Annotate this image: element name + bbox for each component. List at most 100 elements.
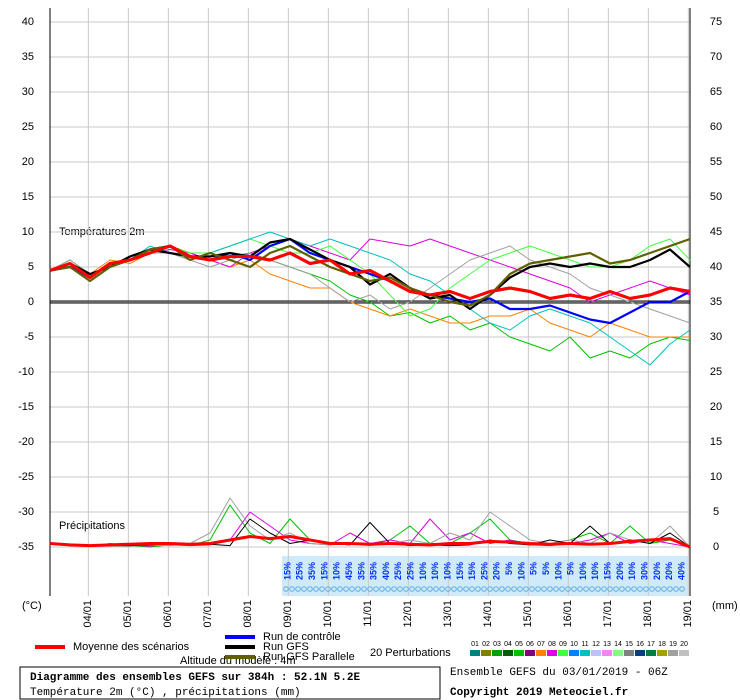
y2-tick-label: 10: [710, 471, 722, 483]
snow-percent: 10%: [442, 562, 452, 580]
temp-line: [49, 244, 691, 300]
snowflake: [505, 586, 511, 592]
x-tick-label: 16/01: [562, 600, 574, 628]
perturbation-label: 02: [482, 641, 490, 648]
y2-tick-label: 45: [710, 226, 722, 238]
snowflake: [331, 586, 337, 592]
snowflake: [517, 586, 523, 592]
x-tick-label: 11/01: [362, 600, 374, 627]
y2-tick-label: 5: [713, 506, 719, 518]
snow-percent: 25%: [393, 562, 403, 580]
perturbation-label: 12: [592, 641, 600, 648]
x-tick-label: 04/01: [82, 600, 94, 628]
y2-tick-label: 20: [710, 401, 722, 413]
snow-percent: 20%: [492, 562, 502, 580]
snowflake: [361, 586, 367, 592]
perturbation-label: 01: [471, 641, 479, 648]
snow-percent: 10%: [332, 562, 342, 580]
snowflake: [535, 586, 541, 592]
snowflake: [565, 586, 571, 592]
snow-percent: 5%: [566, 562, 576, 575]
snowflake: [427, 586, 433, 592]
perturbation-swatch: [635, 650, 645, 656]
snow-percent: 10%: [430, 562, 440, 580]
legend-label: Run de contrôle: [263, 631, 341, 643]
x-tick-label: 12/01: [402, 600, 414, 628]
snowflake: [319, 586, 325, 592]
snowflake: [589, 586, 595, 592]
snow-percent: 10%: [590, 562, 600, 580]
snowflake: [553, 586, 559, 592]
snowflake: [451, 586, 457, 592]
snow-percent: 30%: [639, 562, 649, 580]
snow-percent: 40%: [381, 562, 391, 580]
perturbation-swatch: [547, 650, 557, 656]
perturbation-label: 11: [581, 641, 588, 648]
snow-percent: 10%: [418, 562, 428, 580]
snowflake: [571, 586, 577, 592]
y2-tick-label: 70: [710, 51, 722, 63]
snowflake: [481, 586, 487, 592]
perturbation-swatch: [591, 650, 601, 656]
snowflake: [475, 586, 481, 592]
x-tick-label: 13/01: [442, 600, 454, 628]
snowflake: [541, 586, 547, 592]
y-tick-label: 25: [22, 121, 34, 133]
snowflake: [613, 586, 619, 592]
perturbation-swatch: [481, 650, 491, 656]
snow-percent: 5%: [529, 562, 539, 575]
y-tick-label: -30: [18, 506, 34, 518]
snowflake: [463, 586, 469, 592]
precip-label: Précipitations: [59, 520, 126, 532]
snowflake: [511, 586, 517, 592]
snow-percent: 35%: [307, 562, 317, 580]
snowflake: [637, 586, 643, 592]
snowflake: [355, 586, 361, 592]
snowflake: [583, 586, 589, 592]
perturbation-label: 06: [526, 641, 534, 648]
perturbation-swatch: [668, 650, 678, 656]
snow-percent: 35%: [369, 562, 379, 580]
y-tick-label: -20: [18, 436, 34, 448]
snowflake: [337, 586, 343, 592]
snowflake: [325, 586, 331, 592]
snowflake: [391, 586, 397, 592]
y-tick-label: 20: [22, 156, 34, 168]
snowflake: [385, 586, 391, 592]
y-tick-label: 5: [28, 261, 34, 273]
footer-subtitle: Température 2m (°C) , précipitations (mm…: [30, 687, 301, 699]
y2-tick-label: 75: [710, 16, 722, 28]
snowflake: [295, 586, 301, 592]
snowflake: [289, 586, 295, 592]
snow-percent: 25%: [295, 562, 305, 580]
perturbation-label: 04: [504, 641, 512, 648]
perturbation-swatch: [646, 650, 656, 656]
snowflake: [415, 586, 421, 592]
y-tick-label: -15: [18, 401, 34, 413]
snowflake: [547, 586, 553, 592]
y-tick-label: 10: [22, 226, 34, 238]
snowflake: [487, 586, 493, 592]
perturbation-label: 16: [636, 641, 644, 648]
x-tick-label: 06/01: [162, 600, 174, 628]
y2-tick-label: 55: [710, 156, 722, 168]
snow-percent: 15%: [282, 562, 292, 580]
legend-label: Run GFS Parallele: [263, 651, 355, 663]
snowflake: [601, 586, 607, 592]
y-tick-label: -5: [24, 331, 34, 343]
x-tick-label: 10/01: [322, 600, 334, 628]
snow-percent: 35%: [356, 562, 366, 580]
perturbation-label: 17: [647, 641, 655, 648]
y-tick-label: 0: [28, 296, 34, 308]
x-tick-label: 05/01: [122, 600, 134, 628]
perturbation-label: 18: [658, 641, 666, 648]
temp-line: [49, 245, 691, 324]
perturbation-label: 20: [680, 641, 688, 648]
snow-percent: 10%: [516, 562, 526, 580]
snowflake: [301, 586, 307, 592]
altitude: Altitude du modèle : 4m: [180, 655, 296, 667]
perturbation-swatch: [580, 650, 590, 656]
snowflake: [403, 586, 409, 592]
snowflake: [577, 586, 583, 592]
snowflake: [493, 586, 499, 592]
